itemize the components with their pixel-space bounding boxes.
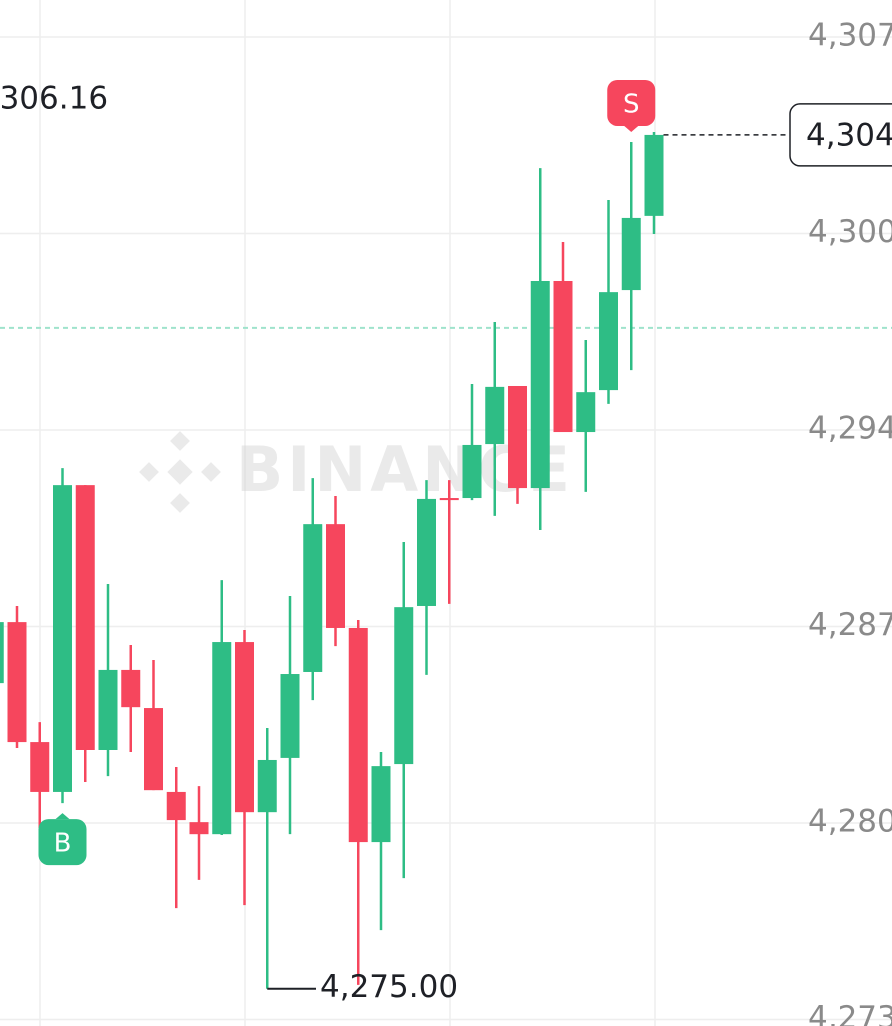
candle-body [7, 622, 27, 743]
candle-body [644, 134, 664, 216]
candle-body [394, 607, 414, 765]
y-tick-label: 4,273 [808, 1000, 892, 1026]
trade-marker: S [607, 79, 656, 132]
candle-body [257, 759, 277, 813]
candle-body [189, 822, 209, 835]
candle-body [576, 392, 596, 433]
y-tick-label: 4,300 [808, 214, 892, 250]
marker-pointer [624, 125, 639, 132]
marker-box [607, 79, 656, 126]
candle-body [121, 669, 141, 708]
candle-body [530, 280, 550, 489]
high-annotation: 4,306.16 [0, 81, 108, 117]
candle-body [280, 674, 300, 758]
candle-body [0, 622, 4, 684]
candle-body [98, 669, 118, 750]
candle-body [166, 791, 186, 821]
candle-body [30, 742, 50, 792]
trade-marker: B [38, 813, 87, 866]
candle-body [485, 386, 505, 445]
marker-text: S [623, 89, 640, 119]
marker-pointer [55, 813, 70, 820]
candle-body [212, 642, 232, 835]
candle-body [53, 485, 72, 792]
marker-box [38, 819, 87, 866]
current-price-box [789, 103, 892, 167]
candle-body [621, 217, 641, 291]
watermark-logo [139, 431, 221, 513]
low-annotation: 4,275.00 [320, 969, 458, 1005]
y-tick-label: 4,307 [808, 17, 892, 53]
candle-body [371, 766, 391, 843]
plot: 4,273 4,280 4,287 4,294 4,300 4,307 4,306.16 4,… [0, 17, 892, 1026]
candle-body [462, 444, 482, 499]
candle-body [326, 524, 345, 628]
y-tick-label: 4,280 [808, 804, 892, 840]
y-tick-label: 4,294 [808, 410, 892, 446]
candle-body [439, 498, 459, 501]
candle-body [235, 642, 254, 813]
candle-body [144, 708, 163, 791]
candle-body [417, 498, 436, 606]
current-price-label: 4,304 [806, 117, 892, 153]
y-tick-label: 4,287 [808, 607, 892, 643]
marker-text: B [54, 829, 72, 859]
candle-body [75, 485, 95, 750]
candle-body [553, 280, 573, 433]
candle-body [599, 292, 618, 391]
candle-body [348, 627, 368, 843]
candle-body [303, 524, 323, 672]
candle-body [508, 385, 527, 489]
